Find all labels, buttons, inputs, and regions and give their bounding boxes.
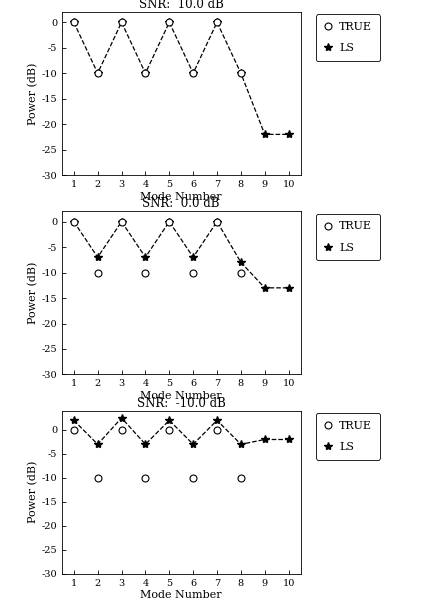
Legend: TRUE, LS: TRUE, LS <box>316 413 380 460</box>
X-axis label: Mode Number: Mode Number <box>141 591 222 600</box>
X-axis label: Mode Number: Mode Number <box>141 192 222 202</box>
Title: SNR:  0.0 dB: SNR: 0.0 dB <box>142 198 220 210</box>
Legend: TRUE, LS: TRUE, LS <box>316 14 380 61</box>
Y-axis label: Power (dB): Power (dB) <box>28 262 38 324</box>
Y-axis label: Power (dB): Power (dB) <box>28 62 38 125</box>
Title: SNR:  10.0 dB: SNR: 10.0 dB <box>139 0 224 11</box>
Title: SNR:  -10.0 dB: SNR: -10.0 dB <box>137 397 226 410</box>
Legend: TRUE, LS: TRUE, LS <box>316 214 380 260</box>
X-axis label: Mode Number: Mode Number <box>141 391 222 401</box>
Y-axis label: Power (dB): Power (dB) <box>28 461 38 524</box>
